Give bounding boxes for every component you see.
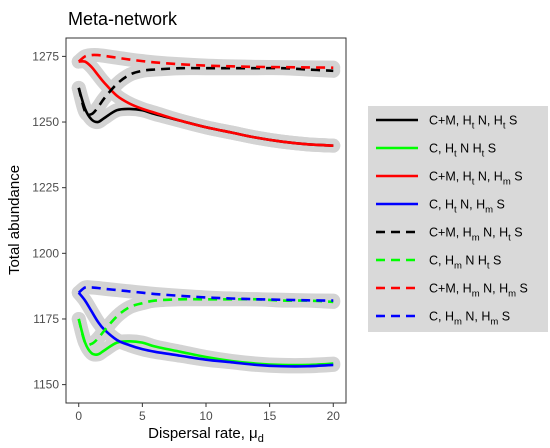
legend-label-3: C+M, Ht N, Hm S — [429, 170, 523, 188]
x-tick-label: 5 — [139, 409, 146, 423]
x-tick-label: 15 — [263, 409, 277, 423]
y-tick-label: 1150 — [33, 378, 59, 392]
y-tick-label: 1275 — [32, 49, 59, 63]
series-line-2 — [77, 318, 334, 367]
y-tick-label: 1200 — [32, 246, 59, 260]
legend-label-8: C, Hm N, Hm S — [429, 310, 510, 328]
series-line-4 — [77, 291, 334, 368]
legend-label-2: C, Ht N Ht S — [429, 142, 496, 160]
y-axis-title: Total abundance — [6, 165, 23, 275]
series-line-7 — [77, 53, 334, 69]
chart-title: Meta-network — [68, 9, 178, 29]
x-tick-label: 10 — [199, 409, 213, 423]
legend-label-1: C+M, Ht N, Ht S — [429, 114, 517, 132]
x-axis-title: Dispersal rate, μd — [148, 425, 264, 445]
series-line-6 — [77, 297, 334, 347]
x-axis: 0 5 10 15 20 — [75, 403, 340, 423]
y-axis: 1150 1175 1200 1225 1250 1275 — [32, 49, 66, 392]
legend-label-6: C, Hm N Ht S — [429, 254, 501, 272]
y-tick-label: 1225 — [32, 181, 59, 195]
y-tick-label: 1250 — [32, 115, 59, 129]
legend-label-4: C, Ht N, Hm S — [429, 198, 505, 216]
series-lines — [77, 53, 334, 368]
series-line-8 — [77, 285, 334, 302]
y-tick-label: 1175 — [33, 312, 59, 326]
series-line-5 — [77, 66, 334, 117]
x-tick-label: 0 — [75, 409, 82, 423]
series-line-3 — [78, 59, 334, 147]
legend-label-5: C+M, Hm N, Ht S — [429, 226, 523, 244]
legend-background — [368, 106, 548, 332]
legend-label-7: C+M, Hm N, Hm S — [429, 282, 528, 300]
x-tick-label: 20 — [327, 409, 341, 423]
legend: C+M, Ht N, Ht S C, Ht N Ht S C+M, Ht N, Hm… — [376, 114, 528, 328]
